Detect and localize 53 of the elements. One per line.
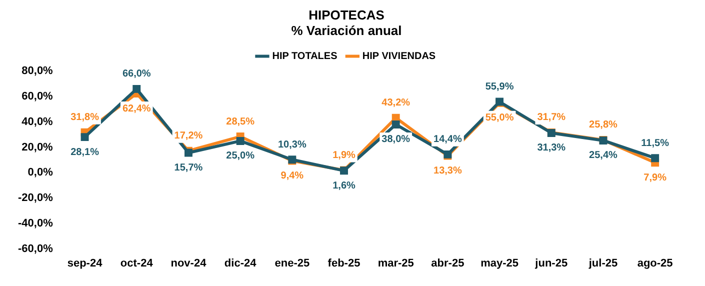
chart-subtitle: % Variación anual (291, 22, 402, 38)
data-label: 28,1% (70, 146, 100, 158)
data-label: 1,6% (332, 180, 356, 192)
data-label: 11,5% (641, 138, 670, 149)
chart-title: HIPOTECAS (308, 7, 385, 22)
data-label: 31,3% (537, 142, 566, 154)
data-label: 31,8% (70, 112, 100, 124)
data-label: 43,2% (382, 98, 410, 109)
data-label: 17,2% (174, 130, 203, 142)
y-tick-label: 60,0% (22, 90, 54, 103)
y-tick-label: 80,0% (22, 65, 54, 78)
data-label: 7,9% (644, 172, 667, 184)
data-label: 38,0% (382, 134, 410, 146)
data-label: 31,7% (537, 112, 566, 124)
data-label: 25,8% (589, 120, 618, 131)
data-label: 1,9% (332, 150, 356, 162)
x-tick-label: mar-25 (378, 257, 414, 270)
x-tick-label: sep-24 (67, 257, 104, 270)
data-label: 10,3% (278, 139, 306, 150)
y-tick-label: -40,0% (18, 217, 54, 230)
data-label: 28,5% (226, 116, 255, 128)
y-tick-label: 0,0% (28, 166, 54, 179)
data-label: 66,0% (122, 68, 151, 80)
x-tick-label: jun-25 (534, 257, 568, 270)
data-label: 25,4% (589, 150, 618, 162)
x-tick-label: may-25 (480, 257, 518, 270)
data-label: 55,9% (485, 82, 514, 93)
x-tick-label: jul-25 (588, 257, 618, 270)
x-tick-label: abr-25 (431, 257, 464, 270)
legend-label: HIP VIVIENDAS (362, 50, 436, 62)
data-label: 14,4% (434, 134, 462, 146)
point (392, 120, 400, 128)
data-label: 55,0% (485, 112, 514, 124)
x-tick-label: oct-24 (120, 257, 154, 270)
x-tick-label: nov-24 (170, 257, 208, 270)
x-tick-label: dic-24 (224, 257, 258, 270)
point (236, 136, 244, 145)
point (651, 154, 660, 162)
x-tick-label: feb-25 (328, 257, 360, 270)
data-label: 13,3% (434, 166, 462, 177)
x-tick-label: ago-25 (637, 257, 673, 270)
data-label: 25,0% (226, 150, 255, 162)
x-tick-label: ene-25 (274, 257, 310, 270)
point (80, 133, 89, 142)
data-label: 9,4% (280, 170, 304, 182)
legend-label: HIP TOTALES (272, 50, 338, 62)
data-label: 15,7% (174, 162, 203, 174)
y-tick-label: -20,0% (18, 192, 54, 204)
data-label: 62,4% (122, 103, 151, 114)
y-tick-label: 20,0% (22, 141, 54, 154)
point (132, 84, 141, 93)
y-tick-label: 40,0% (22, 116, 54, 128)
y-tick-label: -60,0% (18, 242, 54, 255)
